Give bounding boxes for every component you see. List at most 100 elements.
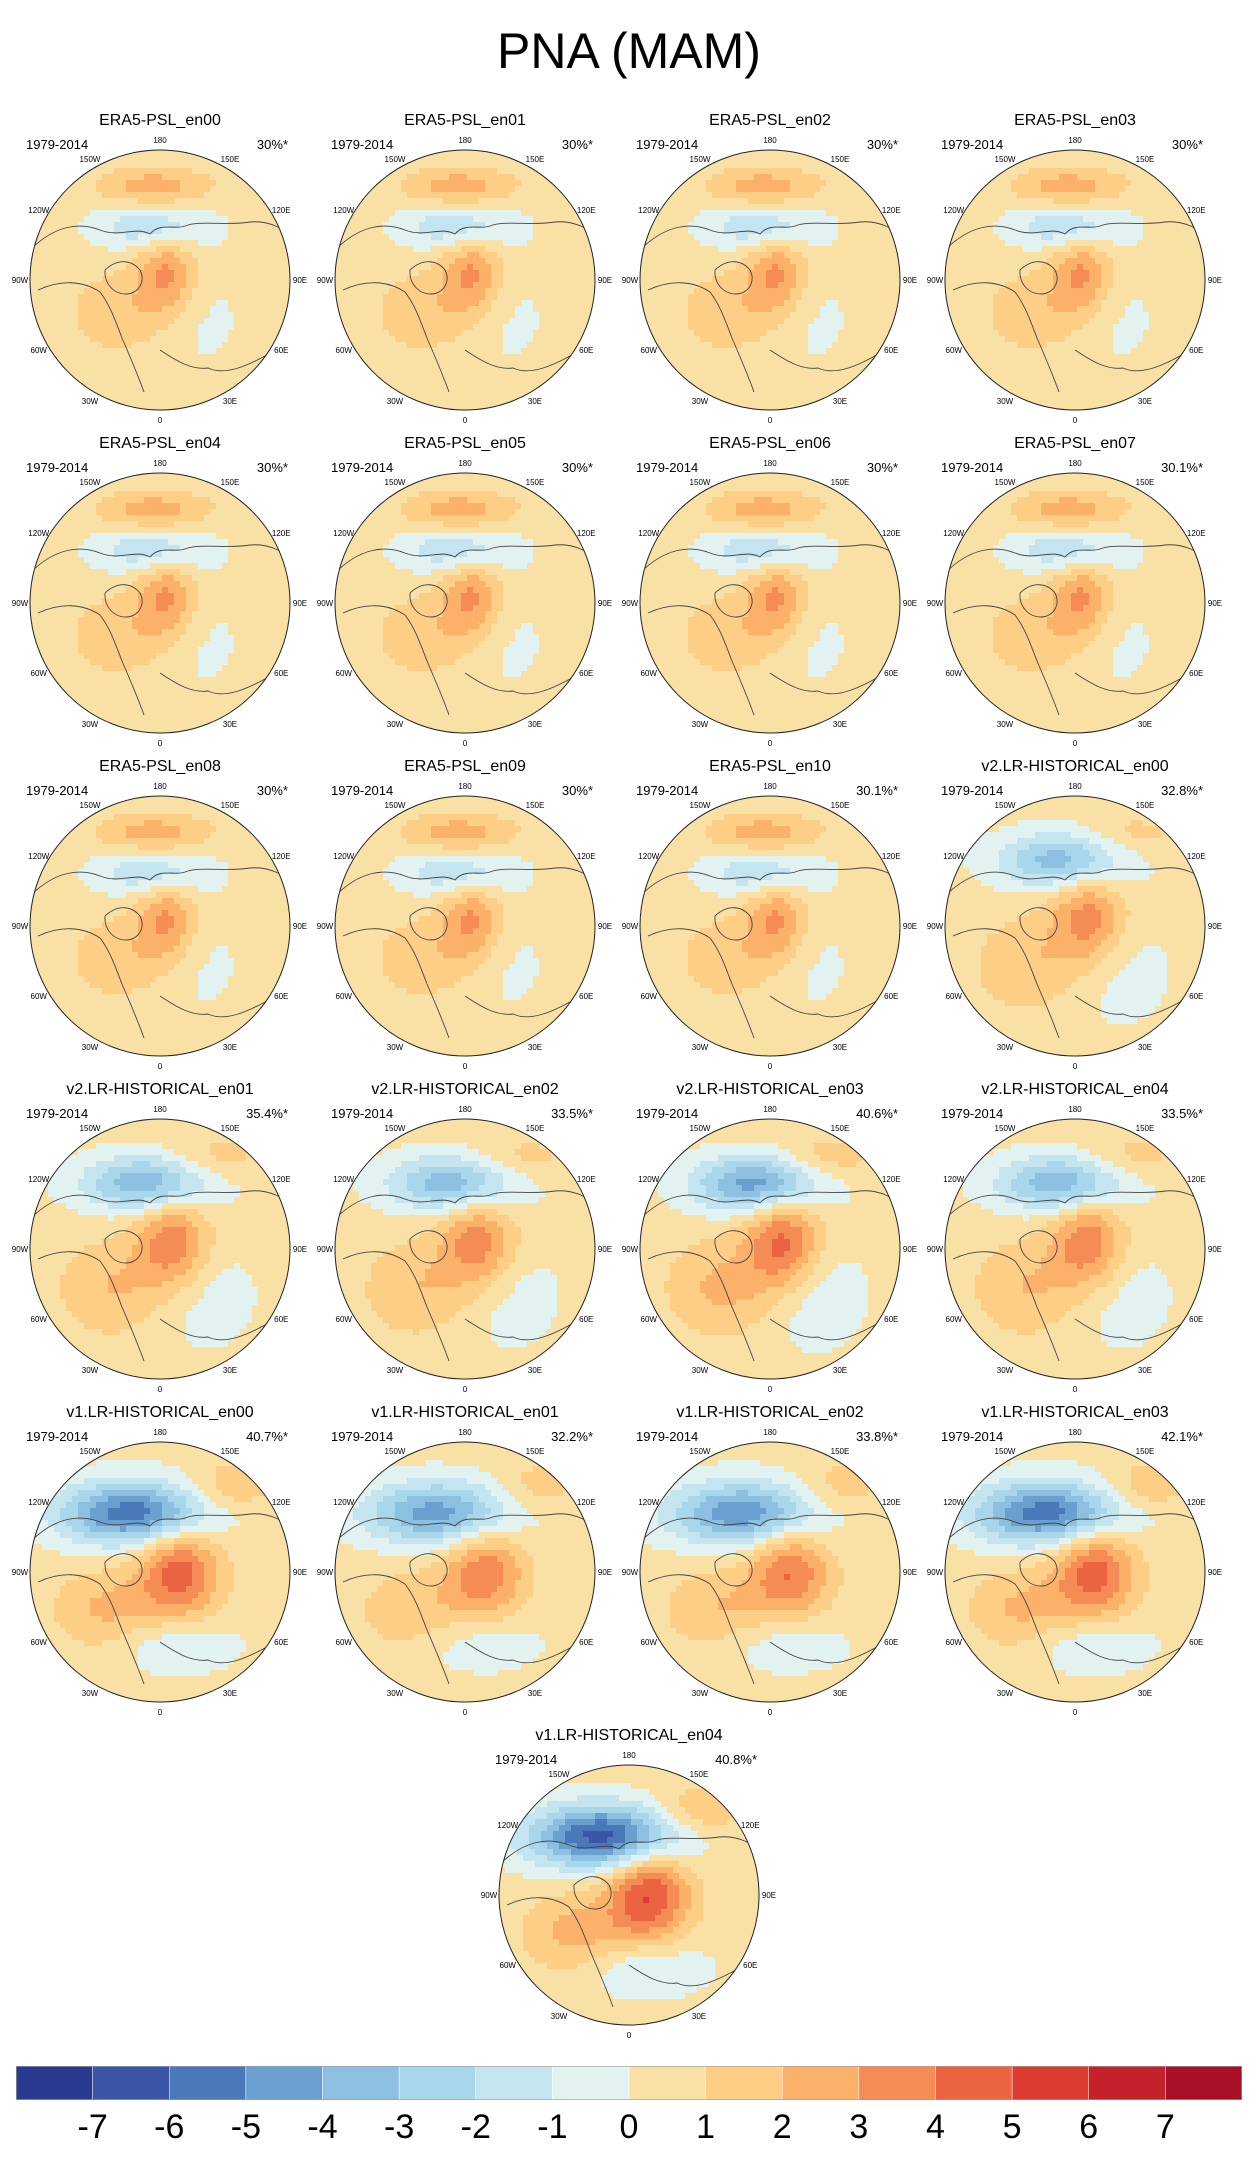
field-cell bbox=[264, 330, 271, 337]
field-cell bbox=[790, 324, 797, 331]
field-cell bbox=[419, 390, 426, 397]
field-cell bbox=[270, 288, 277, 295]
field-cell bbox=[377, 210, 384, 217]
field-cell bbox=[222, 336, 229, 343]
field-cell bbox=[240, 354, 247, 361]
field-cell bbox=[443, 384, 450, 391]
field-cell bbox=[90, 186, 97, 193]
longitude-label: 150E bbox=[526, 155, 545, 164]
field-cell bbox=[437, 258, 444, 265]
field-cell bbox=[246, 366, 253, 373]
field-cell bbox=[850, 264, 857, 271]
field-cell bbox=[192, 270, 199, 277]
field-cell bbox=[479, 198, 486, 205]
field-cell bbox=[874, 252, 881, 259]
field-cell bbox=[198, 222, 205, 229]
field-cell bbox=[778, 240, 785, 247]
field-cell bbox=[754, 228, 761, 235]
field-cell bbox=[868, 336, 875, 343]
field-cell bbox=[96, 378, 103, 385]
field-cell bbox=[252, 270, 259, 277]
field-cell bbox=[862, 270, 869, 277]
field-cell bbox=[820, 180, 827, 187]
field-cell bbox=[156, 246, 163, 253]
field-cell bbox=[646, 246, 653, 253]
field-cell bbox=[132, 330, 139, 337]
field-cell bbox=[670, 210, 677, 217]
field-cell bbox=[646, 288, 653, 295]
field-cell bbox=[186, 240, 193, 247]
field-cell bbox=[174, 366, 181, 373]
field-cell bbox=[557, 270, 564, 277]
field-cell bbox=[874, 336, 881, 343]
field-cell bbox=[353, 276, 360, 283]
field-cell bbox=[246, 186, 253, 193]
field-cell bbox=[736, 174, 743, 181]
field-cell bbox=[431, 168, 438, 175]
field-cell bbox=[186, 270, 193, 277]
field-cell bbox=[443, 318, 450, 325]
field-cell bbox=[778, 168, 785, 175]
field-cell bbox=[455, 342, 462, 349]
field-cell bbox=[72, 300, 79, 307]
field-cell bbox=[198, 228, 205, 235]
field-cell bbox=[276, 300, 283, 307]
field-cell bbox=[1107, 174, 1114, 181]
field-cell bbox=[892, 276, 899, 283]
field-cell bbox=[473, 198, 480, 205]
field-cell bbox=[886, 288, 893, 295]
field-cell bbox=[174, 282, 181, 289]
field-cell bbox=[383, 240, 390, 247]
field-cell bbox=[180, 222, 187, 229]
field-cell bbox=[108, 270, 115, 277]
field-cell bbox=[234, 258, 241, 265]
field-cell bbox=[419, 258, 426, 265]
field-cell bbox=[413, 318, 420, 325]
field-cell bbox=[132, 354, 139, 361]
field-cell bbox=[850, 312, 857, 319]
field-cell bbox=[766, 240, 773, 247]
field-cell bbox=[90, 270, 97, 277]
field-cell bbox=[844, 228, 851, 235]
field-cell bbox=[856, 252, 863, 259]
field-cell bbox=[437, 396, 444, 403]
field-cell bbox=[784, 264, 791, 271]
field-cell bbox=[814, 204, 821, 211]
field-cell bbox=[431, 330, 438, 337]
field-cell bbox=[449, 396, 456, 403]
field-cell bbox=[449, 240, 456, 247]
field-cell bbox=[126, 306, 133, 313]
field-cell bbox=[760, 366, 767, 373]
field-cell bbox=[276, 216, 283, 223]
field-cell bbox=[60, 330, 67, 337]
field-cell bbox=[401, 342, 408, 349]
field-cell bbox=[754, 168, 761, 175]
field-cell bbox=[760, 384, 767, 391]
field-cell bbox=[377, 360, 384, 367]
field-cell bbox=[1035, 156, 1042, 163]
field-cell bbox=[461, 384, 468, 391]
field-cell bbox=[222, 180, 229, 187]
field-cell bbox=[491, 354, 498, 361]
field-cell bbox=[557, 366, 564, 373]
field-cell bbox=[808, 264, 815, 271]
field-cell bbox=[772, 348, 779, 355]
field-cell bbox=[814, 186, 821, 193]
field-cell bbox=[527, 204, 534, 211]
field-cell bbox=[790, 162, 797, 169]
field-cell bbox=[694, 372, 701, 379]
field-cell bbox=[48, 240, 55, 247]
panel-period: 1979-2014 bbox=[636, 137, 698, 152]
field-cell bbox=[539, 222, 546, 229]
field-cell bbox=[742, 264, 749, 271]
field-cell bbox=[371, 234, 378, 241]
field-cell bbox=[844, 342, 851, 349]
field-cell bbox=[676, 276, 683, 283]
field-cell bbox=[694, 210, 701, 217]
field-cell bbox=[108, 390, 115, 397]
field-cell bbox=[72, 234, 79, 241]
field-cell bbox=[407, 180, 414, 187]
field-cell bbox=[96, 264, 103, 271]
field-cell bbox=[676, 228, 683, 235]
field-cell bbox=[563, 324, 570, 331]
